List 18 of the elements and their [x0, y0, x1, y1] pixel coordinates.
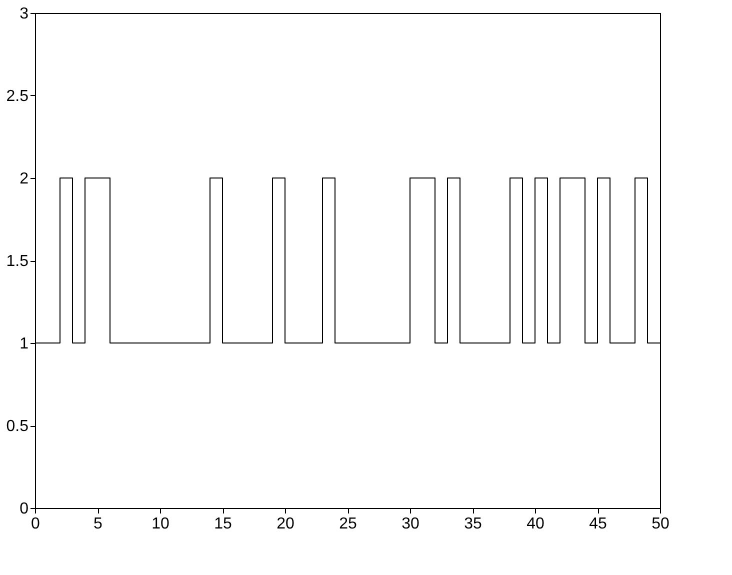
x-tick-label: 10 [152, 516, 170, 532]
y-tick-label: 0.5 [6, 418, 29, 435]
x-tick-label: 20 [276, 516, 294, 532]
x-tick-label: 30 [402, 516, 420, 532]
y-tick-label: 2 [20, 170, 29, 188]
x-tick-label: 15 [214, 516, 232, 532]
y-tick-label: 2.5 [6, 88, 29, 105]
x-tick-label: 50 [652, 516, 670, 532]
y-tick-label: 1 [20, 336, 29, 352]
x-tick-label: 45 [589, 516, 607, 532]
x-tick-label: 5 [94, 516, 103, 532]
x-tick-label: 0 [31, 516, 40, 532]
y-tick-label: 0 [20, 500, 29, 518]
y-tick-label: 3 [20, 6, 29, 22]
y-tick-label: 1.5 [6, 253, 29, 270]
x-tick-label: 25 [339, 516, 357, 532]
x-tick-label: 35 [464, 516, 482, 532]
x-tick-label: 40 [526, 516, 544, 532]
